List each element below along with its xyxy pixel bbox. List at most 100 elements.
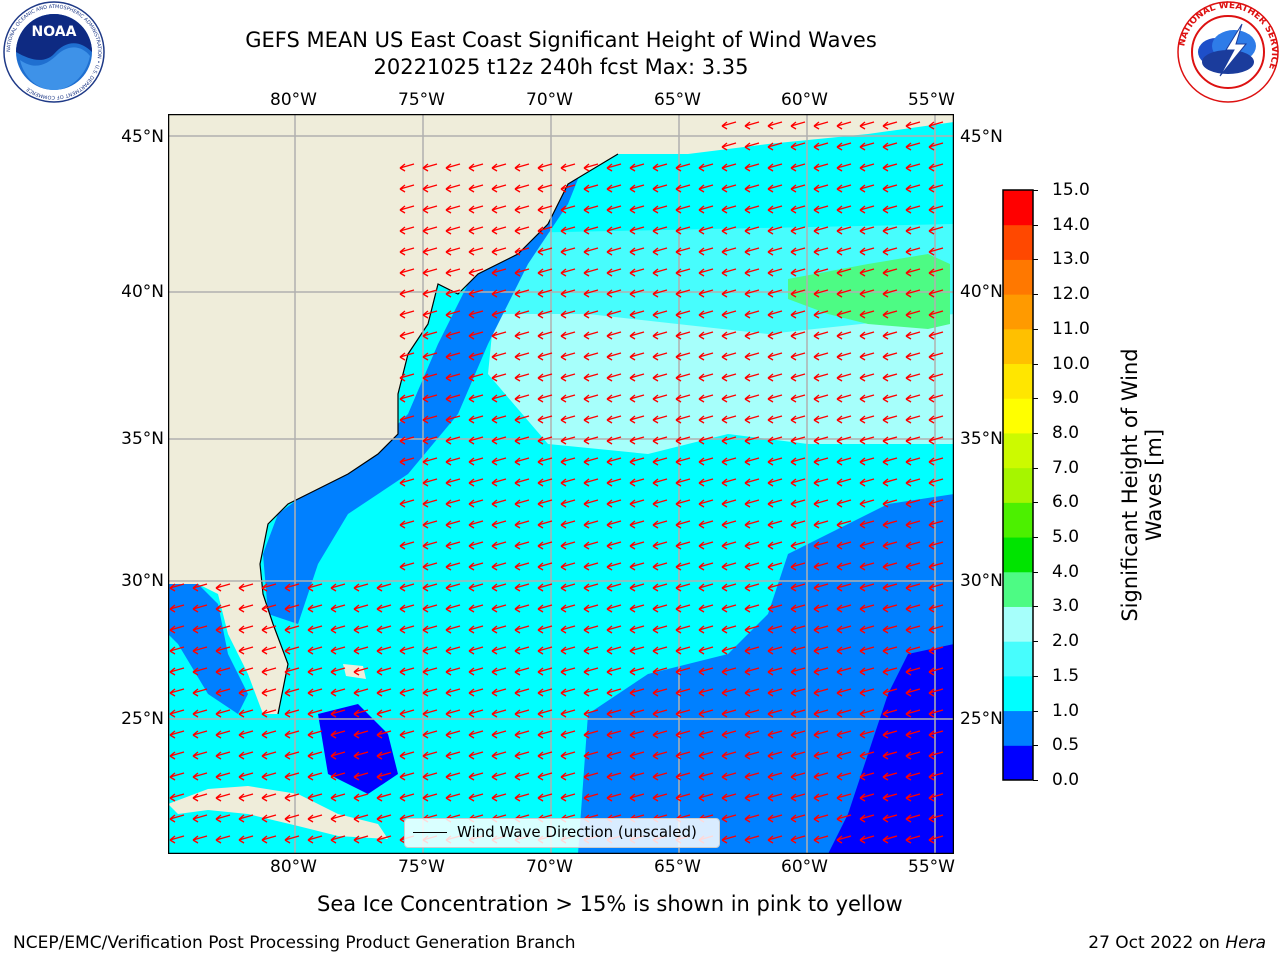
wave-direction-arrow [606,373,622,382]
wave-direction-arrow [882,499,898,508]
wave-direction-arrow [698,436,714,445]
wave-direction-arrow [859,163,875,172]
wave-direction-arrow [606,541,622,550]
wave-direction-arrow [399,163,415,172]
wave-direction-arrow [422,478,438,487]
wave-direction-arrow [836,205,852,214]
wave-direction-arrow [422,667,438,676]
wave-direction-arrow [583,247,599,256]
lon-tick-bottom: 55°W [908,857,955,877]
wave-direction-arrow [560,478,576,487]
wave-direction-arrow [928,625,944,634]
wave-direction-arrow [928,415,944,424]
wave-direction-arrow [813,415,829,424]
wave-direction-arrow [261,709,277,718]
wave-direction-arrow [606,730,622,739]
wave-direction-arrow [813,310,829,319]
wave-direction-arrow [192,667,208,676]
chart-title: GEFS MEAN US East Coast Significant Heig… [245,28,877,52]
wave-direction-arrow [905,184,921,193]
wave-direction-arrow [583,709,599,718]
wave-direction-arrow [905,373,921,382]
wave-direction-arrow [813,835,829,844]
wave-direction-arrow [905,331,921,340]
wave-direction-arrow [399,247,415,256]
wave-direction-arrow [928,352,944,361]
wave-direction-arrow [192,583,208,592]
wave-direction-arrow [652,436,668,445]
wave-direction-arrow [537,289,553,298]
wave-direction-arrow [767,226,783,235]
wave-direction-arrow [882,814,898,823]
wave-direction-arrow [790,457,806,466]
wave-direction-arrow [422,541,438,550]
wave-direction-arrow [399,268,415,277]
lat-tick-right: 45°N [960,127,1003,147]
wave-direction-arrow [905,604,921,613]
wave-direction-arrow [169,583,185,592]
wave-direction-arrow [583,457,599,466]
wave-direction-arrow [652,625,668,634]
wave-direction-arrow [514,562,530,571]
wave-direction-arrow [836,478,852,487]
wave-direction-arrow [537,751,553,760]
wave-direction-arrow [652,226,668,235]
wave-direction-arrow [169,730,185,739]
wave-direction-arrow [836,583,852,592]
wave-direction-arrow [399,394,415,403]
wave-direction-arrow [468,184,484,193]
lon-tick-bottom: 75°W [398,857,445,877]
wave-direction-arrow [859,646,875,655]
wave-direction-arrow [882,352,898,361]
wave-direction-arrow [698,205,714,214]
wave-direction-arrow [882,415,898,424]
wave-direction-arrow [675,184,691,193]
wave-direction-arrow [468,730,484,739]
wave-direction-arrow [422,163,438,172]
wave-direction-arrow [537,352,553,361]
chart-subtitle: 20221025 t12z 240h fcst Max: 3.35 [373,55,749,79]
wave-direction-arrow [744,142,760,151]
wave-direction-arrow [882,730,898,739]
wave-direction-arrow [629,541,645,550]
wave-direction-arrow [445,352,461,361]
wave-direction-arrow [744,667,760,676]
wave-direction-arrow [560,163,576,172]
wave-direction-arrow [744,583,760,592]
wave-direction-arrow [767,436,783,445]
wave-direction-arrow [744,394,760,403]
wave-direction-arrow [215,583,231,592]
wave-direction-arrow [721,247,737,256]
wave-direction-arrow [422,289,438,298]
wave-direction-arrow [514,772,530,781]
wave-direction-arrow [652,499,668,508]
wave-direction-arrow [583,226,599,235]
colorbar-tick-mark [1033,571,1038,573]
wave-direction-arrow [652,583,668,592]
wave-direction-arrow [238,604,254,613]
wave-direction-arrow [744,268,760,277]
wave-direction-arrow [905,394,921,403]
wave-direction-arrow [790,247,806,256]
wave-direction-arrow [307,604,323,613]
wave-direction-arrow [560,394,576,403]
map-border [167,113,955,855]
wave-direction-arrow [261,835,277,844]
wave-direction-arrow [537,331,553,340]
wave-direction-arrow [859,793,875,802]
wave-direction-arrow [330,793,346,802]
wave-direction-arrow [491,583,507,592]
wave-direction-arrow [376,709,392,718]
wave-direction-arrow [767,541,783,550]
wave-direction-arrow [721,352,737,361]
wave-direction-arrow [767,289,783,298]
colorbar-segment [1003,328,1033,365]
wave-direction-arrow [560,625,576,634]
wave-direction-arrow [928,730,944,739]
wave-direction-arrow [721,772,737,781]
wave-direction-arrow [445,205,461,214]
wave-direction-arrow [514,268,530,277]
wave-direction-arrow [905,772,921,781]
wave-direction-arrow [698,310,714,319]
wave-direction-arrow [629,331,645,340]
